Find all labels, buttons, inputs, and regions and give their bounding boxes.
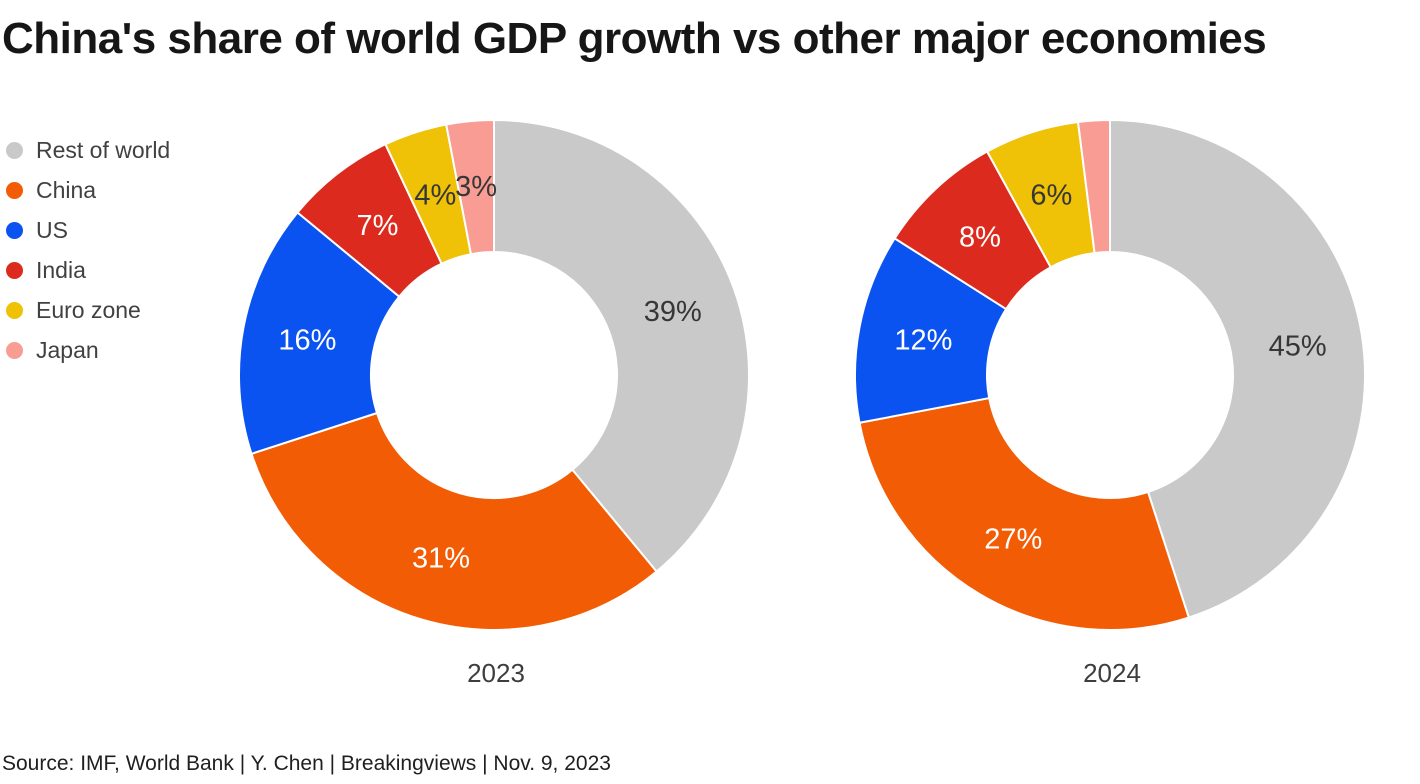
legend-item-india: India [6, 256, 170, 283]
slice-label-india-2024: 8% [959, 222, 1001, 254]
slice-label-us-2024: 12% [894, 325, 952, 357]
legend-label: US [36, 216, 68, 243]
legend-swatch-us [6, 221, 23, 239]
slice-label-india-2023: 7% [357, 210, 399, 242]
legend-item-japan: Japan [6, 336, 170, 363]
legend-item-euro-zone: Euro zone [6, 296, 170, 323]
donut-slice-japan-2024 [1077, 119, 1111, 254]
legend-label: Rest of world [36, 136, 171, 163]
legend-swatch-rest-of-world [6, 141, 23, 159]
legend-item-rest-of-world: Rest of world [6, 136, 171, 163]
donut-slice-japan-2023 [445, 119, 495, 256]
slice-label-euro-zone-2024: 6% [1030, 179, 1072, 211]
slice-label-rest-of-world-2024: 45% [1269, 330, 1327, 362]
donut-slice-rest-of-world-2024 [1109, 119, 1366, 619]
donut-chart-2023: 39% 31% 16% 7% 4%3% [238, 119, 750, 631]
chart-year-label-2024: 2024 [1083, 658, 1141, 688]
legend-item-china: China [6, 176, 170, 203]
slice-label-us-2023: 16% [278, 325, 336, 357]
source-attribution: Source: IMF, World Bank | Y. Chen | Brea… [2, 752, 611, 775]
slice-label-japan-2023: 3% [455, 171, 497, 203]
legend-label: Euro zone [36, 296, 141, 323]
legend: Rest of world China US India Euro zone Japan [6, 136, 171, 363]
legend-swatch-india [6, 261, 23, 279]
donut-slice-us-2023 [238, 211, 401, 455]
donut-slice-china-2023 [250, 412, 658, 631]
legend-label: China [36, 176, 97, 203]
chart-title: China's share of world GDP growth vs oth… [2, 14, 1267, 63]
donut-slice-rest-of-world-2023 [493, 119, 750, 573]
legend-swatch-china [6, 181, 23, 199]
legend-swatch-euro-zone [6, 301, 23, 319]
slice-label-euro-zone-2023: 4% [414, 179, 456, 211]
legend-label: Japan [36, 336, 99, 363]
slice-label-china-2023: 31% [412, 543, 470, 575]
donut-chart-2024: 45% 27% 12% 8% 6% [854, 119, 1366, 631]
donut-slice-china-2024 [858, 397, 1190, 631]
legend-item-us: US [6, 216, 170, 243]
slice-label-china-2024: 27% [984, 524, 1042, 556]
legend-label: India [36, 256, 86, 283]
legend-swatch-japan [6, 341, 23, 359]
chart-year-label-2023: 2023 [467, 658, 525, 688]
slice-label-rest-of-world-2023: 39% [644, 296, 702, 328]
